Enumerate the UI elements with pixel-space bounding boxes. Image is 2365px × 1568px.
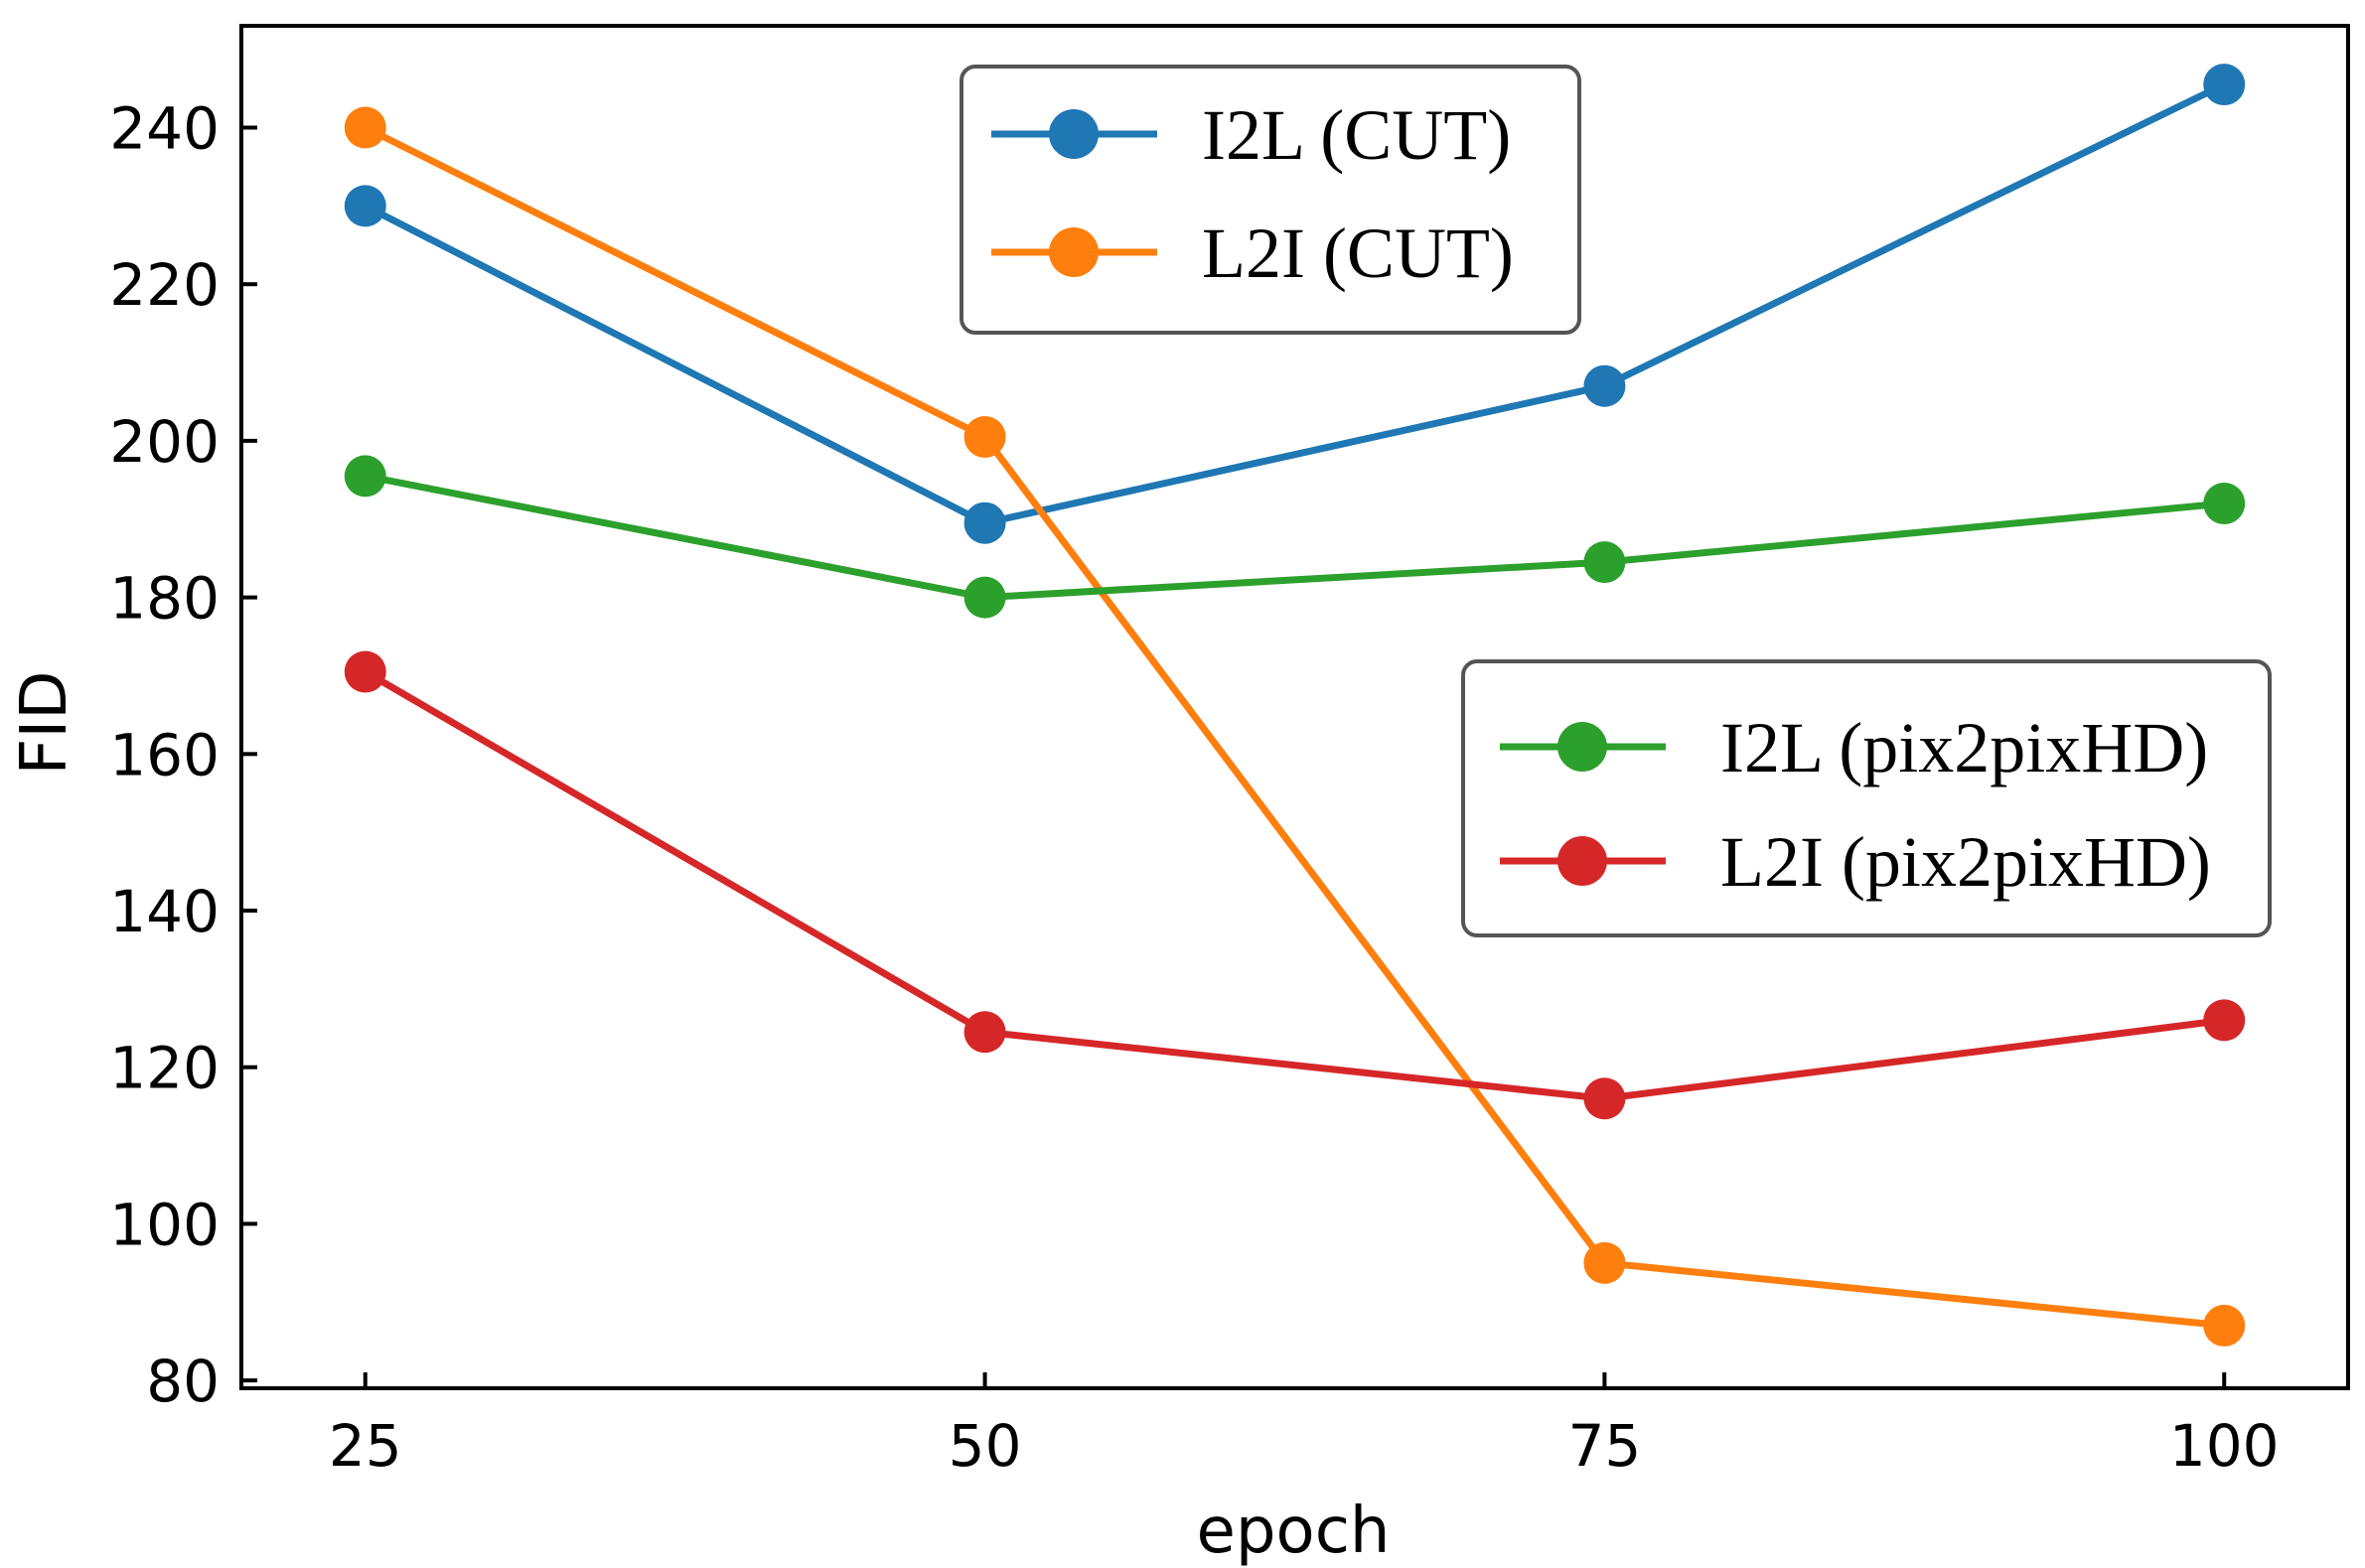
- axes-frame: [239, 24, 2350, 1390]
- series-line-l2i-pix2pixhd: [364, 668, 2225, 1102]
- legend-cut: I2L (CUT) L2I (CUT): [960, 65, 1581, 335]
- legend-label-i2l-pix2pixhd: I2L (pix2pixHD): [1720, 708, 2208, 787]
- data-point-l2i-cut: [2203, 1304, 2246, 1347]
- y-tick-label: 120: [109, 1035, 220, 1102]
- y-tick-label: 80: [146, 1348, 220, 1415]
- x-tick-label: 25: [329, 1412, 402, 1480]
- y-tick-label: 100: [109, 1191, 220, 1258]
- data-point-l2i-pix2pixhd: [1583, 1077, 1626, 1120]
- data-point-i2l-pix2pixhd: [963, 576, 1006, 619]
- series-i2l-pix2pixhd: [344, 455, 2246, 619]
- data-point-i2l-cut: [2203, 64, 2246, 106]
- data-point-i2l-cut: [963, 501, 1006, 544]
- data-point-i2l-pix2pixhd: [2203, 482, 2246, 524]
- legend-pix2pixhd-frame: [1461, 659, 2272, 937]
- series-line-l2i-cut: [364, 124, 2225, 1330]
- legend-marker-i2l-cut: [1049, 109, 1099, 159]
- y-tick-label: 160: [109, 721, 220, 788]
- series-group: [344, 64, 2246, 1347]
- legend-marker-l2i-pix2pixhd: [1557, 836, 1607, 886]
- data-point-i2l-pix2pixhd: [344, 455, 386, 498]
- legend-entry-l2i-cut: L2I (CUT): [991, 214, 1514, 293]
- x-axis-label: epoch: [1197, 1495, 1391, 1568]
- y-axis-label: FID: [8, 671, 81, 776]
- legend-label-l2i-pix2pixhd: L2I (pix2pixHD): [1720, 822, 2211, 902]
- data-point-i2l-cut: [1583, 364, 1626, 407]
- series-l2i-pix2pixhd: [344, 650, 2246, 1120]
- data-point-l2i-pix2pixhd: [963, 1011, 1006, 1054]
- legend-label-l2i-cut: L2I (CUT): [1202, 214, 1514, 293]
- data-point-l2i-cut: [963, 415, 1006, 458]
- y-tick-label: 240: [109, 95, 220, 163]
- data-point-l2i-pix2pixhd: [344, 650, 386, 693]
- x-tick-label: 100: [2169, 1412, 2280, 1480]
- data-point-l2i-pix2pixhd: [2203, 999, 2246, 1042]
- data-point-i2l-cut: [344, 185, 386, 227]
- x-tick-label: 50: [949, 1412, 1022, 1480]
- axes-frame-group: [239, 24, 2350, 1390]
- data-point-l2i-cut: [1583, 1241, 1626, 1284]
- series-line-i2l-cut: [364, 80, 2226, 527]
- legend-entry-i2l-pix2pixhd: I2L (pix2pixHD): [1500, 708, 2208, 787]
- legend-pix2pixhd: I2L (pix2pixHD) L2I (pix2pixHD): [1461, 659, 2272, 937]
- series-l2i-cut: [344, 106, 2246, 1347]
- legend-label-i2l-cut: I2L (CUT): [1202, 95, 1511, 175]
- y-tick-label: 220: [109, 251, 220, 319]
- legend-entry-l2i-pix2pixhd: L2I (pix2pixHD): [1500, 822, 2211, 902]
- y-tick-label: 200: [109, 408, 220, 476]
- x-tick-label: 75: [1568, 1412, 1642, 1480]
- series-i2l-cut: [344, 64, 2246, 544]
- data-point-i2l-pix2pixhd: [1583, 541, 1626, 584]
- ticks-group: 25 50 75 100 80 100 120 140 160 180 200 220 240: [109, 95, 2279, 1480]
- legend-marker-i2l-pix2pixhd: [1557, 722, 1607, 772]
- legend-marker-l2i-cut: [1049, 227, 1099, 277]
- legend-entry-i2l-cut: I2L (CUT): [991, 95, 1511, 175]
- y-tick-label: 180: [109, 565, 220, 633]
- data-point-l2i-cut: [344, 106, 386, 149]
- y-tick-label: 140: [109, 878, 220, 945]
- series-line-i2l-pix2pixhd: [365, 472, 2225, 602]
